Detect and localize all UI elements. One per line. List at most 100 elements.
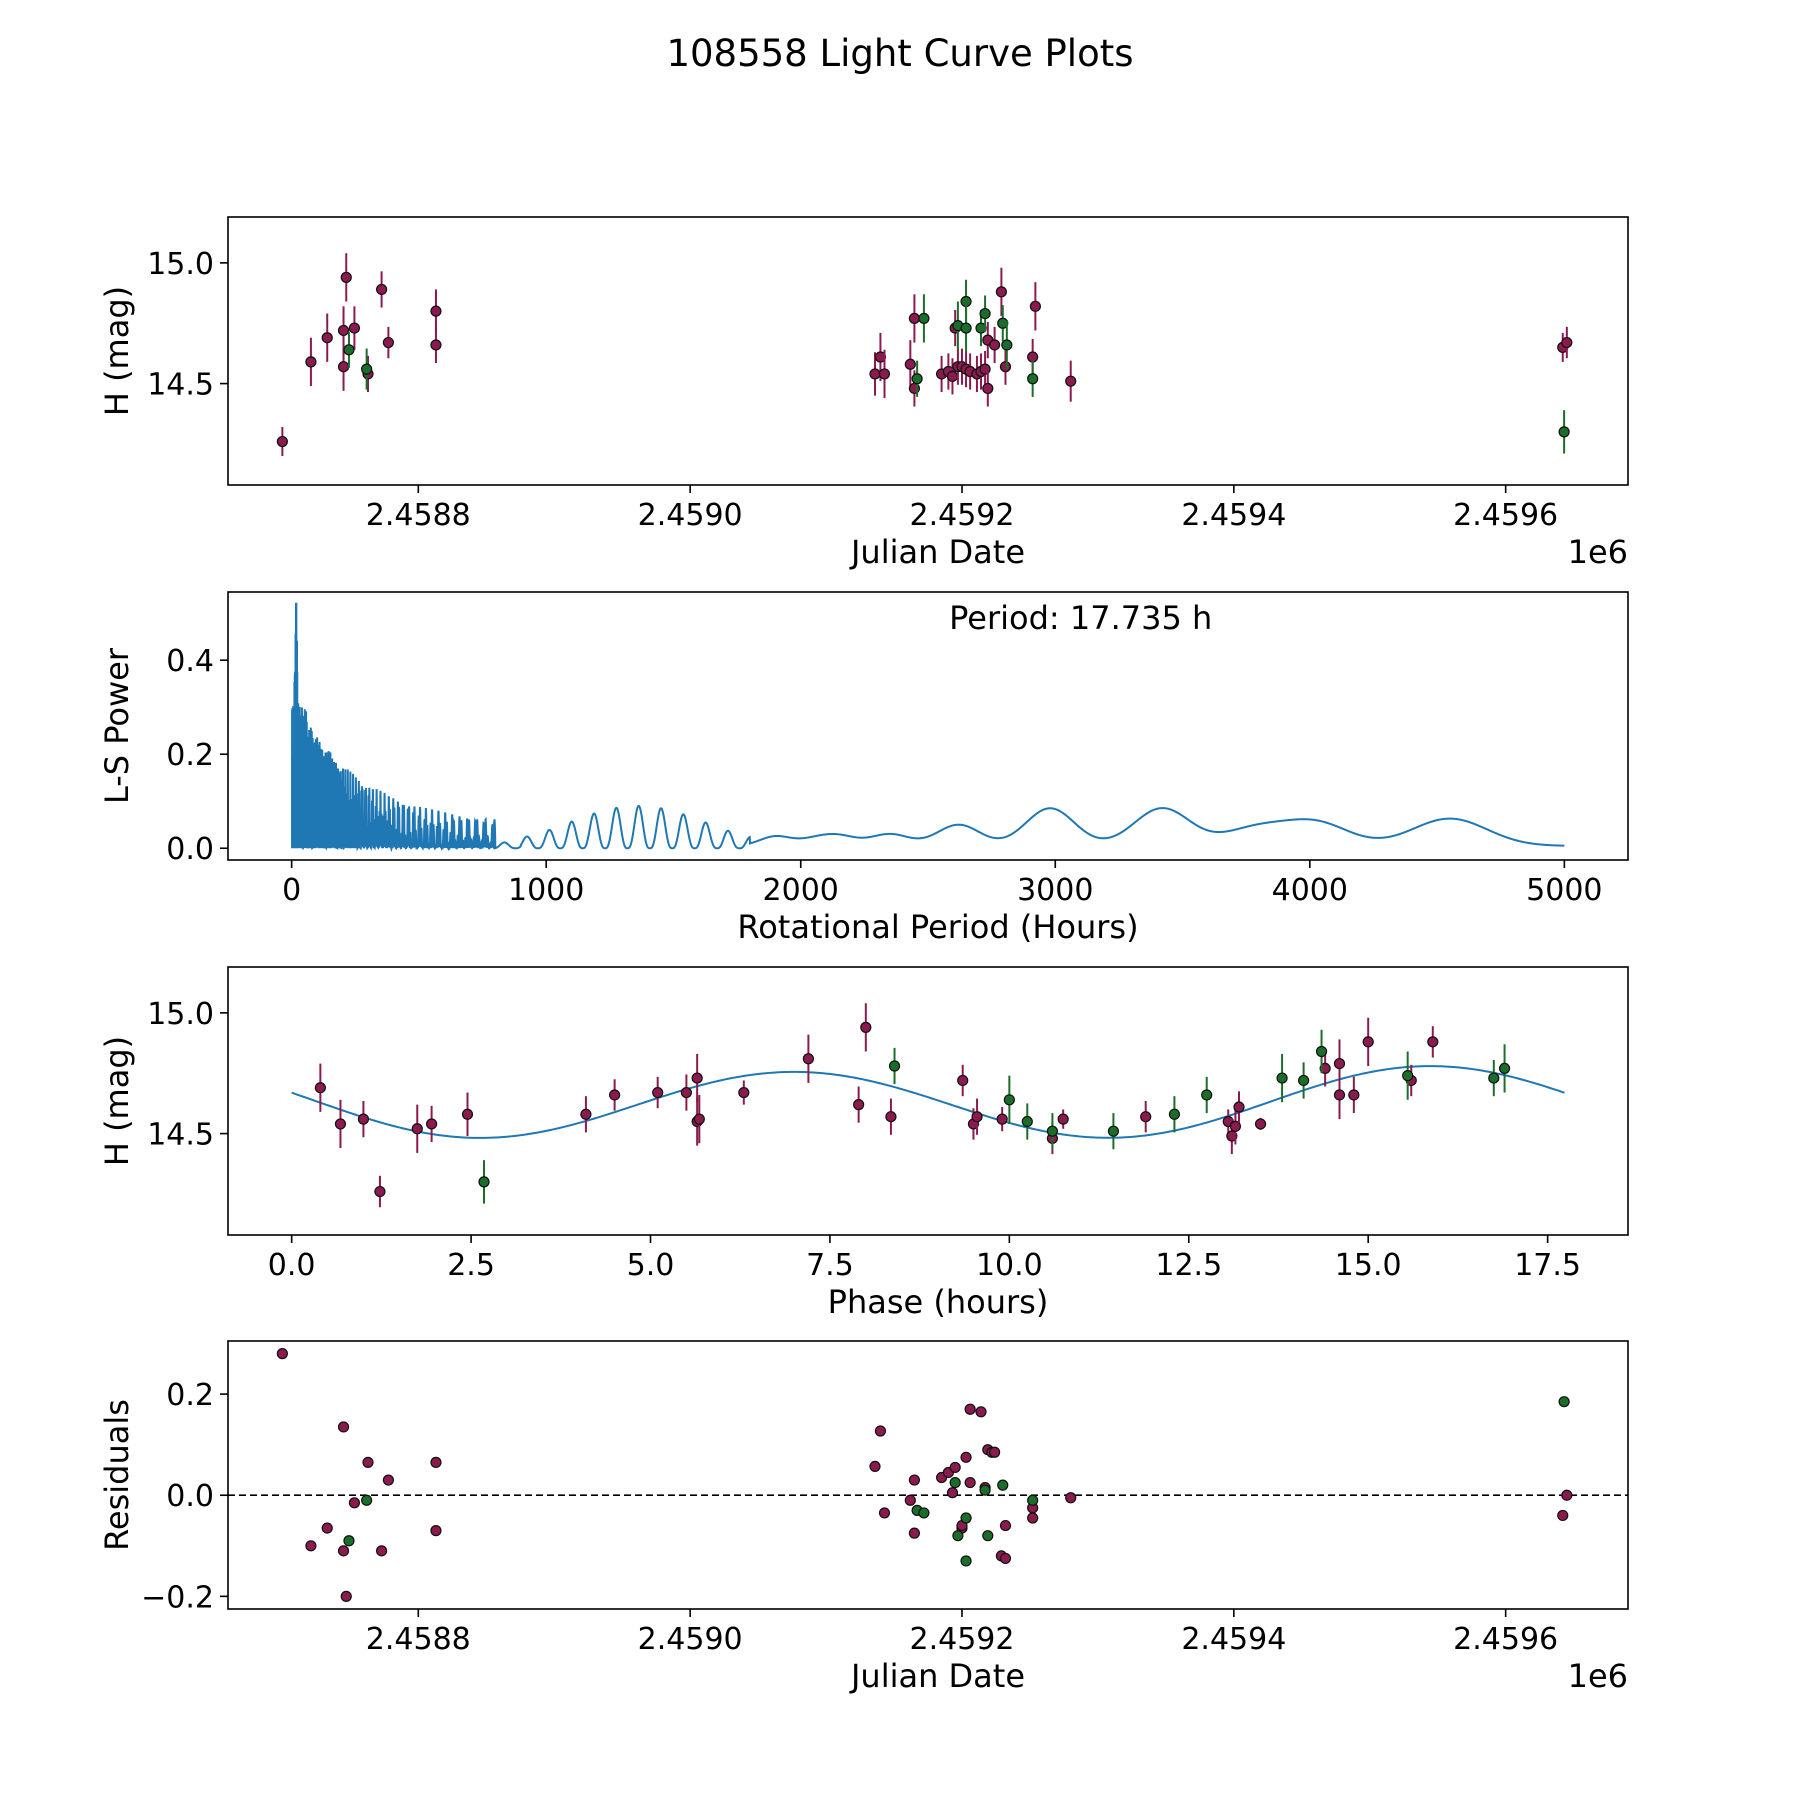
data-point-red — [874, 1425, 887, 1437]
x-tick-label: 2.4592 — [909, 498, 1014, 533]
x-tick-label: 12.5 — [1155, 1248, 1222, 1283]
x-tick-label: 5000 — [1526, 873, 1602, 908]
x-tick-label: 2.4590 — [638, 1622, 743, 1657]
x-tick-label: 10.0 — [976, 1248, 1043, 1283]
data-point-red — [1254, 1118, 1267, 1130]
x-axis-label: Phase (hours) — [828, 1283, 1049, 1321]
data-point-red — [1348, 1089, 1360, 1101]
data-point-red — [908, 312, 921, 325]
data-point-red — [964, 1403, 976, 1415]
data-point-green — [1003, 1094, 1015, 1106]
data-point-green — [1046, 1125, 1059, 1137]
data-point-red — [904, 358, 916, 370]
data-point-red — [999, 1552, 1012, 1565]
data-point-red — [1226, 1130, 1238, 1142]
data-point-green — [1168, 1108, 1181, 1120]
y-axis-label: Residuals — [98, 1399, 136, 1551]
data-point-red — [1427, 1036, 1439, 1048]
data-point-red — [1065, 1492, 1077, 1504]
x-tick-label: 0.0 — [268, 1248, 316, 1283]
data-point-red — [374, 1185, 386, 1198]
data-point-red — [1561, 336, 1573, 349]
x-axis-label: Julian Date — [849, 533, 1025, 571]
data-point-green — [949, 1476, 961, 1489]
periodogram-line — [291, 602, 1565, 853]
data-point-red — [1333, 1057, 1346, 1070]
data-point-red — [989, 339, 1001, 351]
y-tick-label: 0.0 — [166, 832, 214, 867]
data-point-red — [314, 1082, 326, 1094]
data-point-red — [982, 382, 994, 395]
y-tick-label: 0.0 — [166, 1479, 214, 1514]
data-point-red — [426, 1118, 438, 1130]
data-point-green — [1027, 373, 1039, 385]
data-point-red — [995, 286, 1007, 298]
data-point-green — [960, 1555, 972, 1567]
x-tick-label: 2.4592 — [909, 1622, 1014, 1657]
data-point-red — [340, 1590, 352, 1602]
y-tick-label: 0.2 — [166, 1378, 214, 1413]
data-point-green — [918, 312, 930, 325]
data-point-red — [971, 1111, 983, 1123]
data-point-red — [949, 1461, 961, 1474]
data-point-red — [652, 1086, 664, 1099]
data-point-red — [999, 361, 1012, 373]
data-point-red — [357, 1113, 370, 1125]
figure-title: 108558 Light Curve Plots — [666, 32, 1133, 75]
data-point-red — [1333, 1089, 1346, 1101]
data-point-green — [1001, 339, 1013, 351]
data-point-red — [1027, 351, 1039, 363]
x-tick-label: 2.4590 — [638, 498, 743, 533]
data-point-red — [276, 435, 288, 448]
data-point-red — [869, 1460, 881, 1473]
data-point-green — [1315, 1045, 1328, 1058]
subplot-panels: 2.4588 2.4590 2.4592 2.4594 2.4596 14.5 15.0 Ju… — [98, 216, 1629, 1695]
x-tick-label: 4000 — [1272, 873, 1348, 908]
x-tick-label: 17.5 — [1514, 1248, 1581, 1283]
y-axis-label: L-S Power — [98, 647, 136, 804]
x-tick-label: 2000 — [763, 873, 839, 908]
data-point-green — [982, 1530, 994, 1542]
data-point-green — [1298, 1074, 1310, 1087]
x-axis-label: Julian Date — [849, 1657, 1025, 1695]
data-point-green — [979, 307, 991, 320]
y-axis-label: H (mag) — [98, 1036, 136, 1166]
x-tick-label: 2.4588 — [366, 498, 471, 533]
data-point-red — [305, 356, 317, 368]
data-point-red — [878, 1507, 891, 1519]
x-tick-label: 5.0 — [627, 1248, 675, 1283]
x-tick-label: 3000 — [1017, 873, 1093, 908]
data-point-green — [952, 1530, 964, 1542]
data-point-red — [609, 1089, 621, 1101]
data-point-red — [960, 1451, 972, 1463]
data-point-green — [960, 1512, 972, 1524]
x-tick-label: 2.4588 — [366, 1622, 471, 1657]
y-axis-label: H (mag) — [98, 286, 136, 416]
data-point-green — [979, 1484, 991, 1496]
data-point-red — [878, 368, 891, 380]
data-point-red — [989, 1446, 1001, 1458]
y-tick-label: 15.0 — [147, 997, 214, 1032]
data-point-red — [1057, 1113, 1069, 1125]
data-point-green — [1107, 1125, 1120, 1137]
data-point-green — [343, 1535, 355, 1547]
x-offset-label: 1e6 — [1568, 1657, 1628, 1695]
data-point-red — [337, 324, 350, 337]
data-point-red — [430, 1456, 442, 1468]
data-point-red — [1557, 1509, 1569, 1522]
data-point-red — [334, 1118, 347, 1130]
x-tick-label: 2.4596 — [1453, 1622, 1558, 1657]
data-point-green — [911, 373, 923, 385]
data-point-red — [1065, 375, 1077, 387]
data-point-red — [321, 1522, 333, 1534]
data-point-red — [337, 1421, 350, 1433]
data-point-green — [1276, 1072, 1288, 1084]
data-point-red — [999, 1519, 1012, 1532]
data-point-red — [1362, 1036, 1374, 1048]
data-point-red — [362, 1456, 374, 1468]
data-point-red — [1233, 1101, 1245, 1113]
x-tick-label: 2.5 — [447, 1248, 495, 1283]
data-point-green — [343, 344, 355, 356]
data-point-red — [276, 1348, 288, 1360]
